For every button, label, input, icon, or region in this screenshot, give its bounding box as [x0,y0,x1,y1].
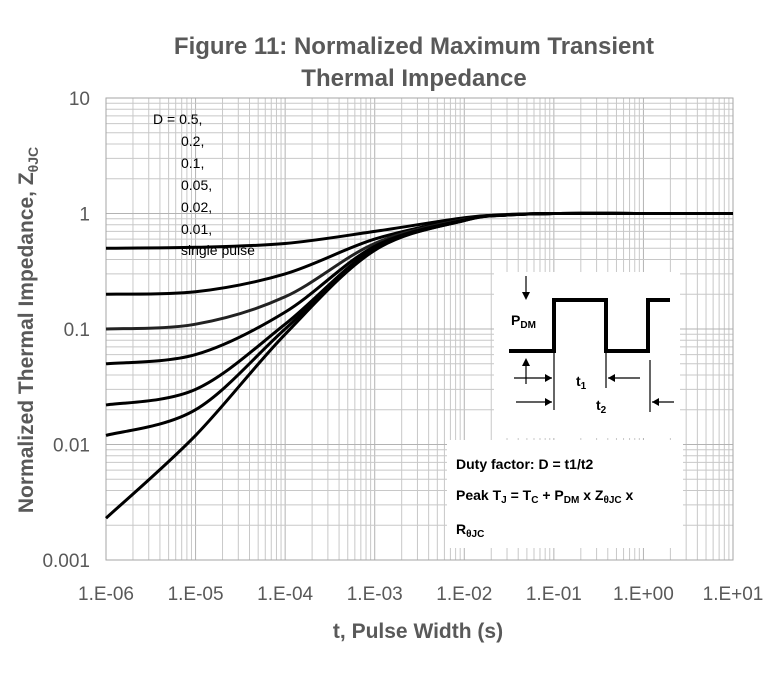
inset-peak-text: Peak TJ = TC + PDM x ZθJC x [456,487,634,506]
series-line-6 [104,211,733,520]
legend-entry: 0.05, [181,177,212,193]
inset-t2-left-arrow [545,398,552,406]
inset-pdm-label: PDM [511,312,536,331]
legend-entry: 0.2, [181,133,204,149]
x-tick-label: 1.E-06 [78,584,134,605]
x-tick-label: 1.E-04 [257,584,313,605]
y-axis-title-main: Normalized Thermal Impedance, Z [15,172,38,513]
inset-pulse-background [494,272,680,438]
inset-pdm-arrow-head-bottom [522,358,530,366]
chart-title-line2: Thermal Impedance [301,65,526,92]
series-group [104,211,733,520]
inset-pdm-arrow-head [522,292,530,300]
inset-t2-label: t2 [596,397,607,416]
y-tick-label: 0.1 [64,320,90,341]
legend-entry: single pulse [181,242,255,258]
y-tick-label: 1 [79,205,90,226]
inset-pulse-waveform [509,298,670,353]
y-tick-label: 0.01 [53,436,90,457]
legend-entry: D = 0.5, [153,111,202,127]
y-axis-title-sub: θJC [25,147,41,172]
inset-t1-right-arrow [608,374,615,382]
x-tick-label: 1.E-01 [526,584,582,605]
x-tick-label: 1.E-05 [168,584,224,605]
y-tick-label: 0.001 [42,551,90,572]
x-tick-label: 1.E+00 [613,584,674,605]
inset-diagram: PDM t1 t2 Duty factor: D = t1/t2 Peak TJ… [447,272,683,548]
legend-entry: 0.1, [181,155,204,171]
y-tick-label: 10 [69,89,90,110]
inset-t1-label: t1 [576,373,587,392]
inset-t2-right-arrow [652,398,659,406]
legend: D = 0.5, 0.2, 0.1, 0.05, 0.02, 0.01, single pu… [153,111,255,258]
inset-text-background [447,440,683,548]
x-tick-label: 1.E-02 [436,584,492,605]
x-tick-label: 1.E-03 [347,584,403,605]
inset-t1-left-arrow [545,374,552,382]
y-axis-title: Normalized Thermal Impedance, ZθJC [15,147,41,513]
x-axis-title: t, Pulse Width (s) [333,620,503,643]
chart-title-line1: Figure 11: Normalized Maximum Transient [174,33,654,60]
x-tick-label: 1.E+01 [703,584,764,605]
legend-entry: 0.02, [181,199,212,215]
y-tick-labels: 0.001 0.01 0.1 1 10 [42,89,90,572]
legend-entry: 0.01, [181,221,212,237]
inset-duty-factor-text: Duty factor: D = t1/t2 [456,456,594,472]
inset-peak-text-line2: RθJC [456,521,484,540]
x-tick-labels: 1.E-06 1.E-05 1.E-04 1.E-03 1.E-02 1.E-01 1.E+… [78,584,763,605]
